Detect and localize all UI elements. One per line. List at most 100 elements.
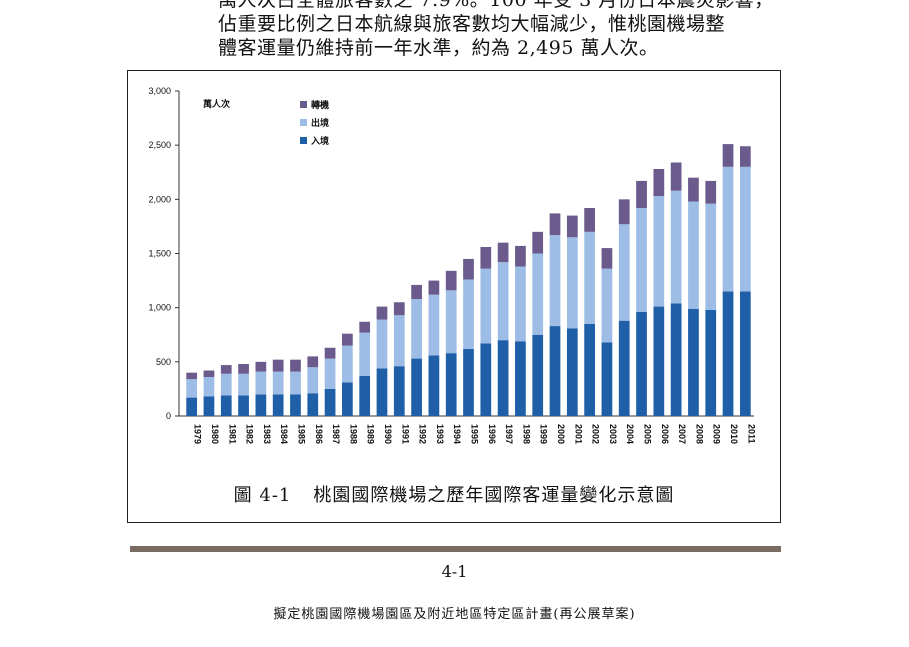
page-number: 4-1 bbox=[441, 562, 468, 581]
bar-segment bbox=[480, 268, 492, 344]
x-tick-label: 1985 bbox=[296, 424, 306, 444]
x-tick-label: 1980 bbox=[210, 424, 220, 444]
x-tick-label: 1983 bbox=[262, 424, 272, 444]
x-tick-label: 2000 bbox=[556, 424, 566, 444]
bar-segment bbox=[670, 162, 682, 191]
x-tick-label: 1982 bbox=[245, 424, 255, 444]
bar-segment bbox=[238, 373, 249, 396]
bar-segment bbox=[722, 166, 734, 292]
bar-segment bbox=[515, 266, 526, 342]
bar-segment bbox=[393, 302, 405, 316]
x-tick-label: 1991 bbox=[400, 424, 410, 444]
paragraph-line: 體客運量仍維持前一年水準，約為 2,495 萬人次。 bbox=[218, 37, 659, 59]
bar-segment bbox=[290, 371, 301, 395]
bar-segment bbox=[342, 333, 353, 346]
bar-segment bbox=[584, 323, 595, 416]
bar-segment bbox=[670, 303, 682, 416]
x-tick-label: 2005 bbox=[643, 424, 653, 444]
bar-segment bbox=[203, 370, 215, 377]
page-divider bbox=[130, 546, 781, 552]
x-tick-label: 2001 bbox=[573, 424, 583, 444]
bar-segment bbox=[549, 213, 561, 236]
bar-segment bbox=[255, 394, 267, 416]
bar-segment bbox=[739, 146, 751, 167]
document-footer: 擬定桃園國際機場園區及附近地區特定區計畫(再公展草案) bbox=[273, 607, 636, 622]
x-tick-label: 1979 bbox=[193, 424, 203, 444]
bar-segment bbox=[480, 343, 492, 416]
x-tick-label: 1998 bbox=[521, 424, 531, 444]
bar-segment bbox=[290, 359, 301, 372]
legend-swatch bbox=[300, 119, 307, 126]
bar-segment bbox=[636, 208, 647, 312]
bar-segment bbox=[393, 315, 405, 367]
x-tick-label: 1984 bbox=[279, 424, 289, 444]
bar-segment bbox=[618, 199, 630, 225]
x-tick-label: 1994 bbox=[452, 424, 462, 444]
figure-title: 桃園國際機場之歷年國際客運量變化示意圖 bbox=[313, 485, 675, 506]
x-tick-label: 2006 bbox=[660, 424, 670, 444]
bar-segment bbox=[705, 180, 717, 204]
bar-segment bbox=[220, 395, 232, 416]
y-tick-label: 3,000 bbox=[148, 86, 171, 96]
bar-segment bbox=[411, 299, 422, 359]
bar-segment bbox=[653, 169, 665, 197]
x-tick-label: 2008 bbox=[694, 424, 704, 444]
bar-segment bbox=[497, 242, 509, 263]
paragraph-line: 萬人次占全體旅客數之 7.9%。100 年受 3 月份日本震災影響， bbox=[218, 0, 774, 11]
bar-segment bbox=[307, 356, 319, 368]
bar-segment bbox=[220, 365, 232, 374]
bar-segment bbox=[549, 235, 561, 327]
figure-caption: 圖 4-1 桃園國際機場之歷年國際客運量變化示意圖 bbox=[128, 481, 780, 507]
bar-segment bbox=[342, 345, 353, 383]
bar-segment bbox=[722, 291, 734, 416]
bar-segment bbox=[203, 377, 215, 397]
bar-segment bbox=[428, 355, 440, 416]
y-tick-label: 1,500 bbox=[148, 249, 171, 259]
x-tick-label: 2004 bbox=[625, 424, 635, 444]
bar-segment bbox=[515, 341, 526, 416]
legend-label: 出境 bbox=[311, 117, 329, 129]
bar-segment bbox=[497, 340, 509, 416]
bar-segment bbox=[411, 284, 422, 299]
bar-segment bbox=[445, 353, 457, 416]
bar-segment bbox=[601, 248, 613, 269]
bar-segment bbox=[220, 373, 232, 396]
bar-segment bbox=[705, 309, 717, 416]
bar-segment bbox=[203, 396, 215, 416]
bar-segment bbox=[566, 237, 578, 329]
bar-segment bbox=[601, 342, 613, 416]
bar-segment bbox=[428, 280, 440, 295]
bar-segment bbox=[376, 319, 388, 369]
bar-segment bbox=[324, 358, 336, 389]
bar-segment bbox=[186, 397, 198, 416]
bar-segment bbox=[497, 262, 509, 341]
passenger-volume-chart: 0 500 1,000 1,500 2,000 2,500 3,000 1979 1980 198… bbox=[148, 86, 756, 444]
bar-segment bbox=[255, 371, 267, 395]
bar-segment bbox=[688, 308, 699, 416]
bar-segment bbox=[739, 166, 751, 292]
figure-frame: 0 500 1,000 1,500 2,000 2,500 3,000 1979 1980 198… bbox=[127, 70, 781, 523]
figure-number: 圖 4-1 bbox=[233, 485, 292, 506]
bar-segment bbox=[307, 367, 319, 394]
bar-segment bbox=[272, 394, 284, 416]
x-tick-label: 1990 bbox=[383, 424, 393, 444]
bar-segment bbox=[480, 247, 492, 269]
legend-label: 入境 bbox=[310, 135, 329, 147]
bar-segment bbox=[428, 294, 440, 356]
x-tick-label: 1989 bbox=[366, 424, 376, 444]
bar-segment bbox=[376, 368, 388, 416]
x-tick-label: 2010 bbox=[729, 424, 739, 444]
bar-segment bbox=[739, 291, 751, 416]
bar-segment bbox=[359, 375, 371, 416]
bar-segment bbox=[463, 279, 474, 349]
bar-segment bbox=[255, 361, 267, 372]
y-tick-label: 1,000 bbox=[148, 303, 171, 313]
bar-segment bbox=[618, 224, 630, 321]
bar-segment bbox=[238, 395, 249, 416]
x-tick-label: 1987 bbox=[331, 424, 341, 444]
bar-segment bbox=[463, 348, 474, 416]
bar-segment bbox=[272, 371, 284, 395]
bar-segment bbox=[186, 379, 198, 398]
bar-segment bbox=[515, 245, 526, 267]
bar-segment bbox=[722, 144, 734, 167]
